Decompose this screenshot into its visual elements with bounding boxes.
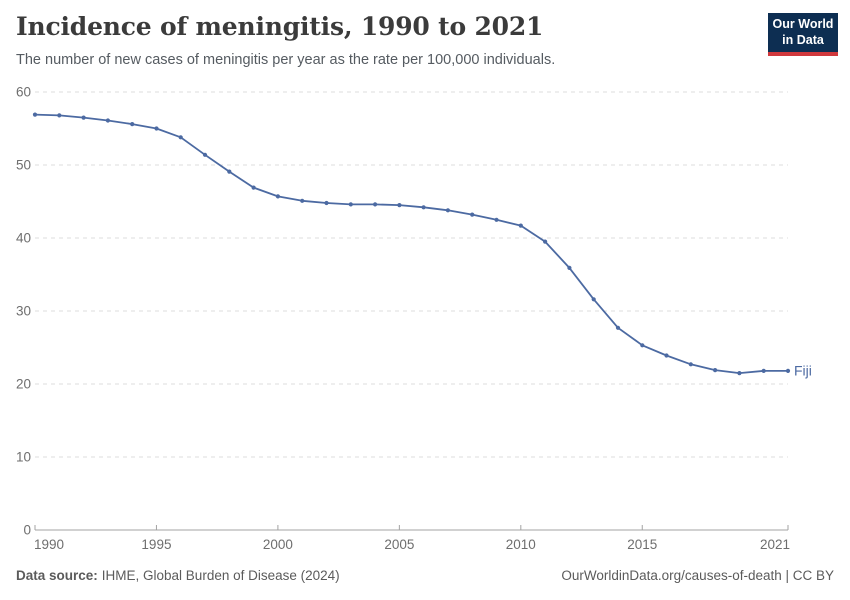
data-point[interactable] xyxy=(445,208,450,213)
data-point[interactable] xyxy=(300,198,305,203)
data-point[interactable] xyxy=(81,115,86,120)
x-tick-label: 2021 xyxy=(760,537,790,552)
data-point[interactable] xyxy=(178,135,183,140)
data-source-line: Data source: IHME, Global Burden of Disea… xyxy=(16,568,340,583)
data-point[interactable] xyxy=(688,362,693,367)
data-source-text: IHME, Global Burden of Disease (2024) xyxy=(101,568,340,583)
owid-logo-line1: Our World xyxy=(772,16,834,31)
data-source-label: Data source: xyxy=(16,568,98,583)
data-point[interactable] xyxy=(154,126,159,131)
x-tick-label: 2000 xyxy=(263,537,293,552)
series-line-fiji[interactable] xyxy=(34,113,789,374)
data-point[interactable] xyxy=(543,239,548,244)
data-point[interactable] xyxy=(105,118,110,123)
data-point[interactable] xyxy=(567,265,572,270)
data-point[interactable] xyxy=(737,371,742,376)
data-point[interactable] xyxy=(32,112,38,117)
data-point[interactable] xyxy=(761,368,766,373)
y-tick-label: 10 xyxy=(16,450,31,465)
data-point[interactable] xyxy=(130,122,135,127)
x-tick-label: 2015 xyxy=(627,537,657,552)
data-point[interactable] xyxy=(470,212,475,217)
data-point[interactable] xyxy=(275,194,280,199)
data-point[interactable] xyxy=(202,152,208,157)
chart-footer: Data source: IHME, Global Burden of Disea… xyxy=(0,568,850,583)
y-tick-label: 50 xyxy=(16,158,31,173)
owid-logo-line2: in Data xyxy=(782,32,824,47)
data-point[interactable] xyxy=(348,202,353,207)
data-point[interactable] xyxy=(713,368,718,373)
data-point[interactable] xyxy=(251,185,256,190)
data-point[interactable] xyxy=(324,200,329,206)
data-point[interactable] xyxy=(640,343,645,348)
y-tick-label: 30 xyxy=(16,304,31,319)
data-point[interactable] xyxy=(615,325,621,330)
data-point[interactable] xyxy=(227,169,232,174)
page-title: Incidence of meningitis, 1990 to 2021 xyxy=(16,12,544,41)
x-tick-label: 2005 xyxy=(384,537,414,552)
y-tick-label: 20 xyxy=(16,377,31,392)
data-point[interactable] xyxy=(57,113,62,118)
data-point[interactable] xyxy=(785,368,791,373)
data-point[interactable] xyxy=(518,223,523,228)
x-tick-label: 1995 xyxy=(141,537,171,552)
data-point[interactable] xyxy=(494,217,499,222)
data-point[interactable] xyxy=(373,202,378,207)
owid-logo[interactable]: Our World in Data xyxy=(768,13,838,56)
y-tick-label: 0 xyxy=(23,523,31,538)
credit-link[interactable]: OurWorldinData.org/causes-of-death | CC … xyxy=(561,568,834,583)
data-point[interactable] xyxy=(421,205,426,210)
x-tick-label: 1990 xyxy=(34,537,64,552)
data-point[interactable] xyxy=(664,353,669,358)
x-tick-label: 2010 xyxy=(506,537,536,552)
data-point[interactable] xyxy=(591,297,596,302)
y-tick-label: 40 xyxy=(16,231,31,246)
chart-subtitle: The number of new cases of meningitis pe… xyxy=(16,52,556,68)
y-tick-label: 60 xyxy=(16,85,31,100)
data-point[interactable] xyxy=(397,203,402,208)
series-end-label[interactable]: Fiji xyxy=(794,362,812,378)
